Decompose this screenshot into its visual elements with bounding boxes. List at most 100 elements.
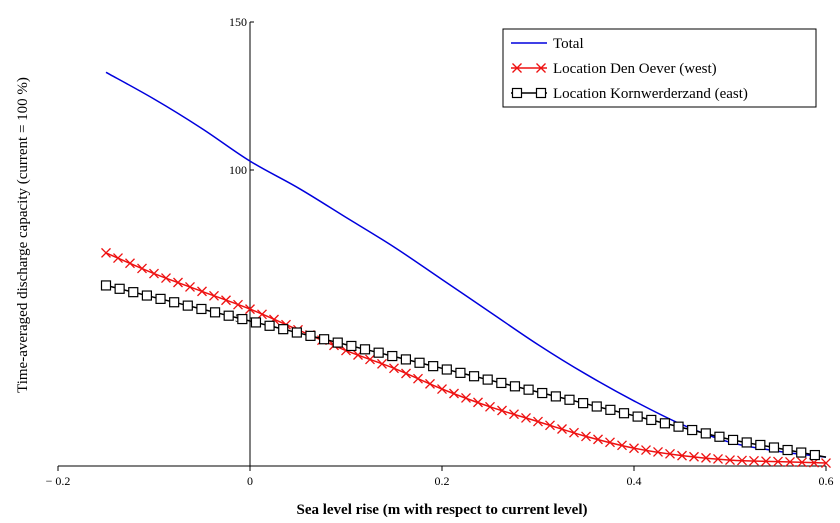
data-point — [233, 299, 243, 310]
data-point — [346, 340, 357, 352]
data-point — [713, 454, 723, 464]
data-point — [782, 444, 793, 456]
series-line — [105, 71, 827, 458]
data-point — [278, 324, 289, 335]
data-point — [365, 354, 375, 365]
data-point — [401, 368, 411, 379]
data-point — [319, 334, 330, 345]
data-point — [387, 350, 398, 362]
data-point — [581, 431, 591, 442]
data-point — [821, 458, 831, 468]
data-point — [725, 455, 735, 466]
data-point — [197, 286, 207, 297]
data-point — [796, 447, 807, 458]
legend: Total Location Den Oever (west) Location K… — [502, 28, 817, 108]
series-group — [100, 71, 831, 468]
y-axis-title: Time-averaged discharge capacity (curren… — [15, 77, 31, 393]
data-point — [196, 303, 207, 315]
data-point — [223, 310, 234, 321]
legend-marker — [511, 87, 523, 99]
data-point — [414, 357, 425, 368]
data-point — [550, 391, 561, 402]
data-point — [161, 273, 171, 283]
data-point — [137, 263, 147, 274]
data-point — [653, 446, 663, 457]
series-2 — [101, 247, 831, 468]
data-point — [629, 443, 639, 454]
data-point — [473, 397, 483, 408]
data-point — [641, 445, 651, 456]
data-point — [400, 354, 412, 365]
data-point — [761, 456, 771, 467]
data-point — [141, 290, 152, 301]
data-point — [237, 313, 248, 325]
data-point — [591, 401, 602, 412]
data-point — [449, 388, 459, 399]
data-point — [441, 364, 452, 375]
data-point — [773, 456, 783, 467]
axes: − 0.200.20.40.650100150 — [46, 15, 834, 488]
legend-marker — [512, 63, 522, 73]
data-point — [593, 434, 603, 445]
legend-entry-3: Location Kornwerderzand (east) — [511, 86, 748, 102]
data-point — [569, 427, 579, 438]
data-point — [257, 309, 267, 320]
data-point — [537, 387, 548, 399]
data-point — [700, 428, 711, 439]
data-point — [245, 304, 255, 315]
legend-entry-2: Location Den Oever (west) — [511, 61, 717, 77]
data-point — [155, 293, 166, 304]
data-point — [533, 416, 543, 427]
data-point — [373, 347, 384, 358]
data-point — [149, 268, 159, 279]
series-1 — [105, 71, 827, 458]
data-point — [182, 300, 193, 311]
data-point — [359, 344, 371, 355]
data-point — [605, 404, 616, 415]
y-tick-label: 100 — [229, 163, 247, 177]
legend-entry-1: Total — [511, 36, 584, 52]
data-point — [749, 455, 759, 466]
x-tick-label: 0.6 — [819, 474, 834, 488]
data-point — [291, 327, 302, 338]
data-point — [659, 418, 671, 429]
data-point — [509, 381, 521, 392]
data-point — [755, 439, 766, 451]
data-point — [809, 449, 820, 461]
data-point — [332, 337, 343, 348]
data-point — [557, 424, 567, 434]
legend-box — [502, 28, 817, 108]
data-point — [497, 405, 507, 416]
series-line — [105, 252, 827, 464]
data-point — [389, 363, 399, 374]
data-point — [428, 361, 439, 372]
x-tick-label: 0.4 — [627, 474, 642, 488]
data-point — [741, 437, 752, 448]
x-tick-label: − 0.2 — [46, 474, 71, 488]
legend-marker — [535, 87, 547, 99]
data-point — [564, 394, 575, 405]
data-point — [455, 367, 466, 378]
data-point — [618, 408, 630, 419]
data-point — [128, 287, 139, 298]
data-point — [727, 434, 739, 446]
data-point — [185, 281, 195, 292]
legend-label: Location Kornwerderzand (east) — [553, 86, 748, 102]
data-point — [797, 457, 807, 468]
series-3 — [100, 280, 827, 461]
data-point — [437, 384, 447, 394]
data-point — [113, 253, 123, 264]
data-point — [496, 377, 507, 389]
legend-marker — [536, 63, 546, 73]
data-point — [737, 455, 747, 466]
data-point — [617, 440, 627, 451]
data-point — [100, 280, 112, 291]
data-point — [689, 451, 699, 462]
data-point — [482, 374, 493, 385]
data-point — [305, 330, 316, 341]
data-point — [461, 392, 471, 403]
data-point — [221, 295, 231, 306]
data-point — [125, 258, 135, 269]
data-point — [468, 371, 480, 382]
